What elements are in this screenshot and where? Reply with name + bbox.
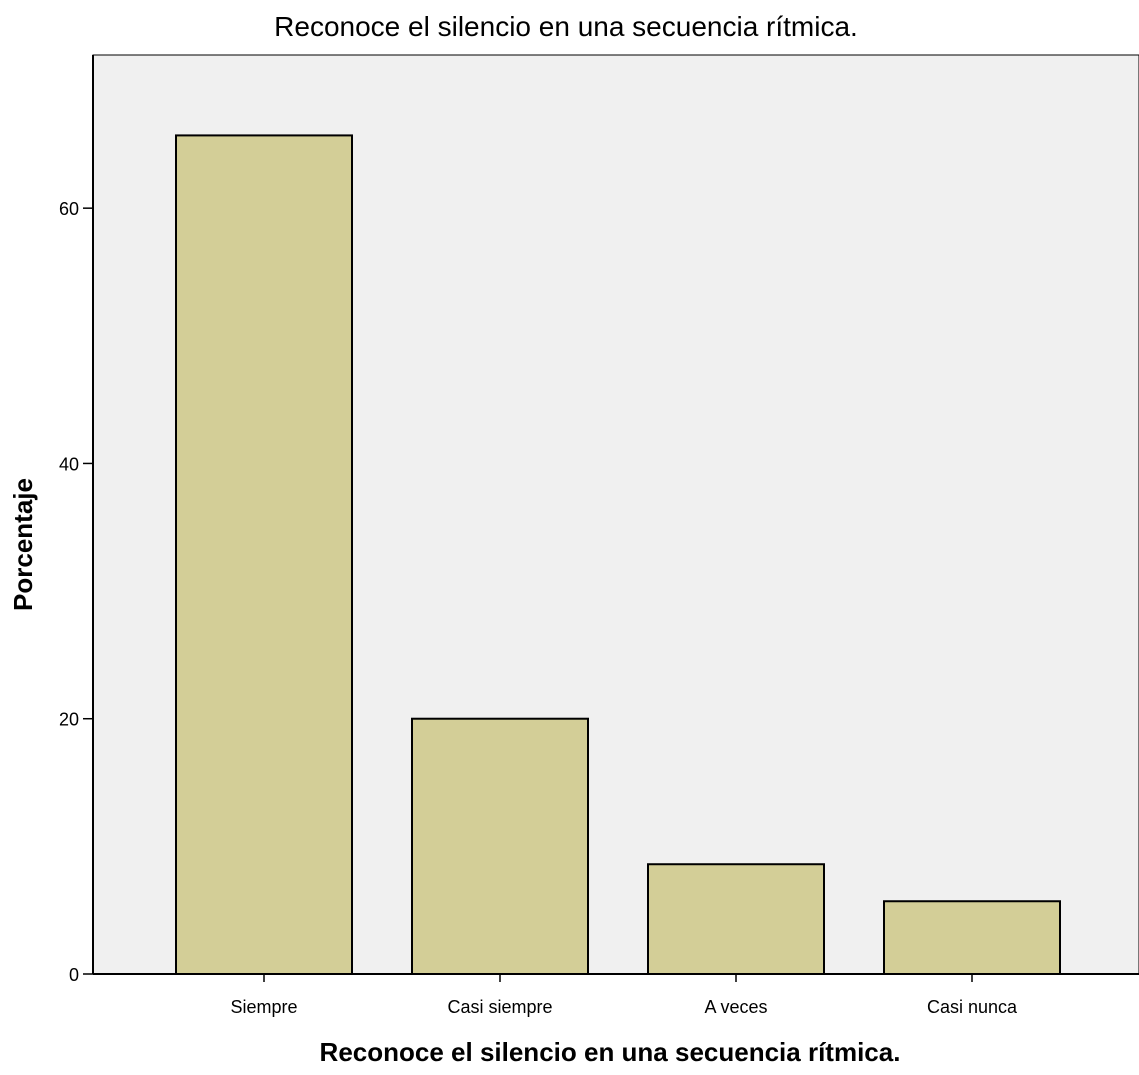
chart-title: Reconoce el silencio en una secuencia rí…: [274, 11, 858, 42]
x-tick-label: Casi nunca: [927, 997, 1018, 1017]
bar-siempre: [175, 134, 353, 976]
y-tick-label: 20: [59, 710, 79, 730]
bar-casi-nunca: [883, 900, 1061, 976]
x-tick-label: Siempre: [230, 997, 297, 1017]
y-tick-label: 40: [59, 454, 79, 474]
bar-a-veces: [647, 863, 825, 975]
x-tick-label: A veces: [704, 997, 767, 1017]
y-axis-label: Porcentaje: [8, 478, 38, 611]
x-axis-label: Reconoce el silencio en una secuencia rí…: [320, 1037, 901, 1067]
y-tick-label: 0: [69, 965, 79, 985]
y-axis: 0 20 40 60: [59, 55, 94, 985]
x-tick-label: Casi siempre: [447, 997, 552, 1017]
x-axis: Siempre Casi siempre A veces Casi nunca: [93, 973, 1139, 1017]
bar-casi-siempre: [411, 717, 589, 975]
y-tick-label: 60: [59, 199, 79, 219]
